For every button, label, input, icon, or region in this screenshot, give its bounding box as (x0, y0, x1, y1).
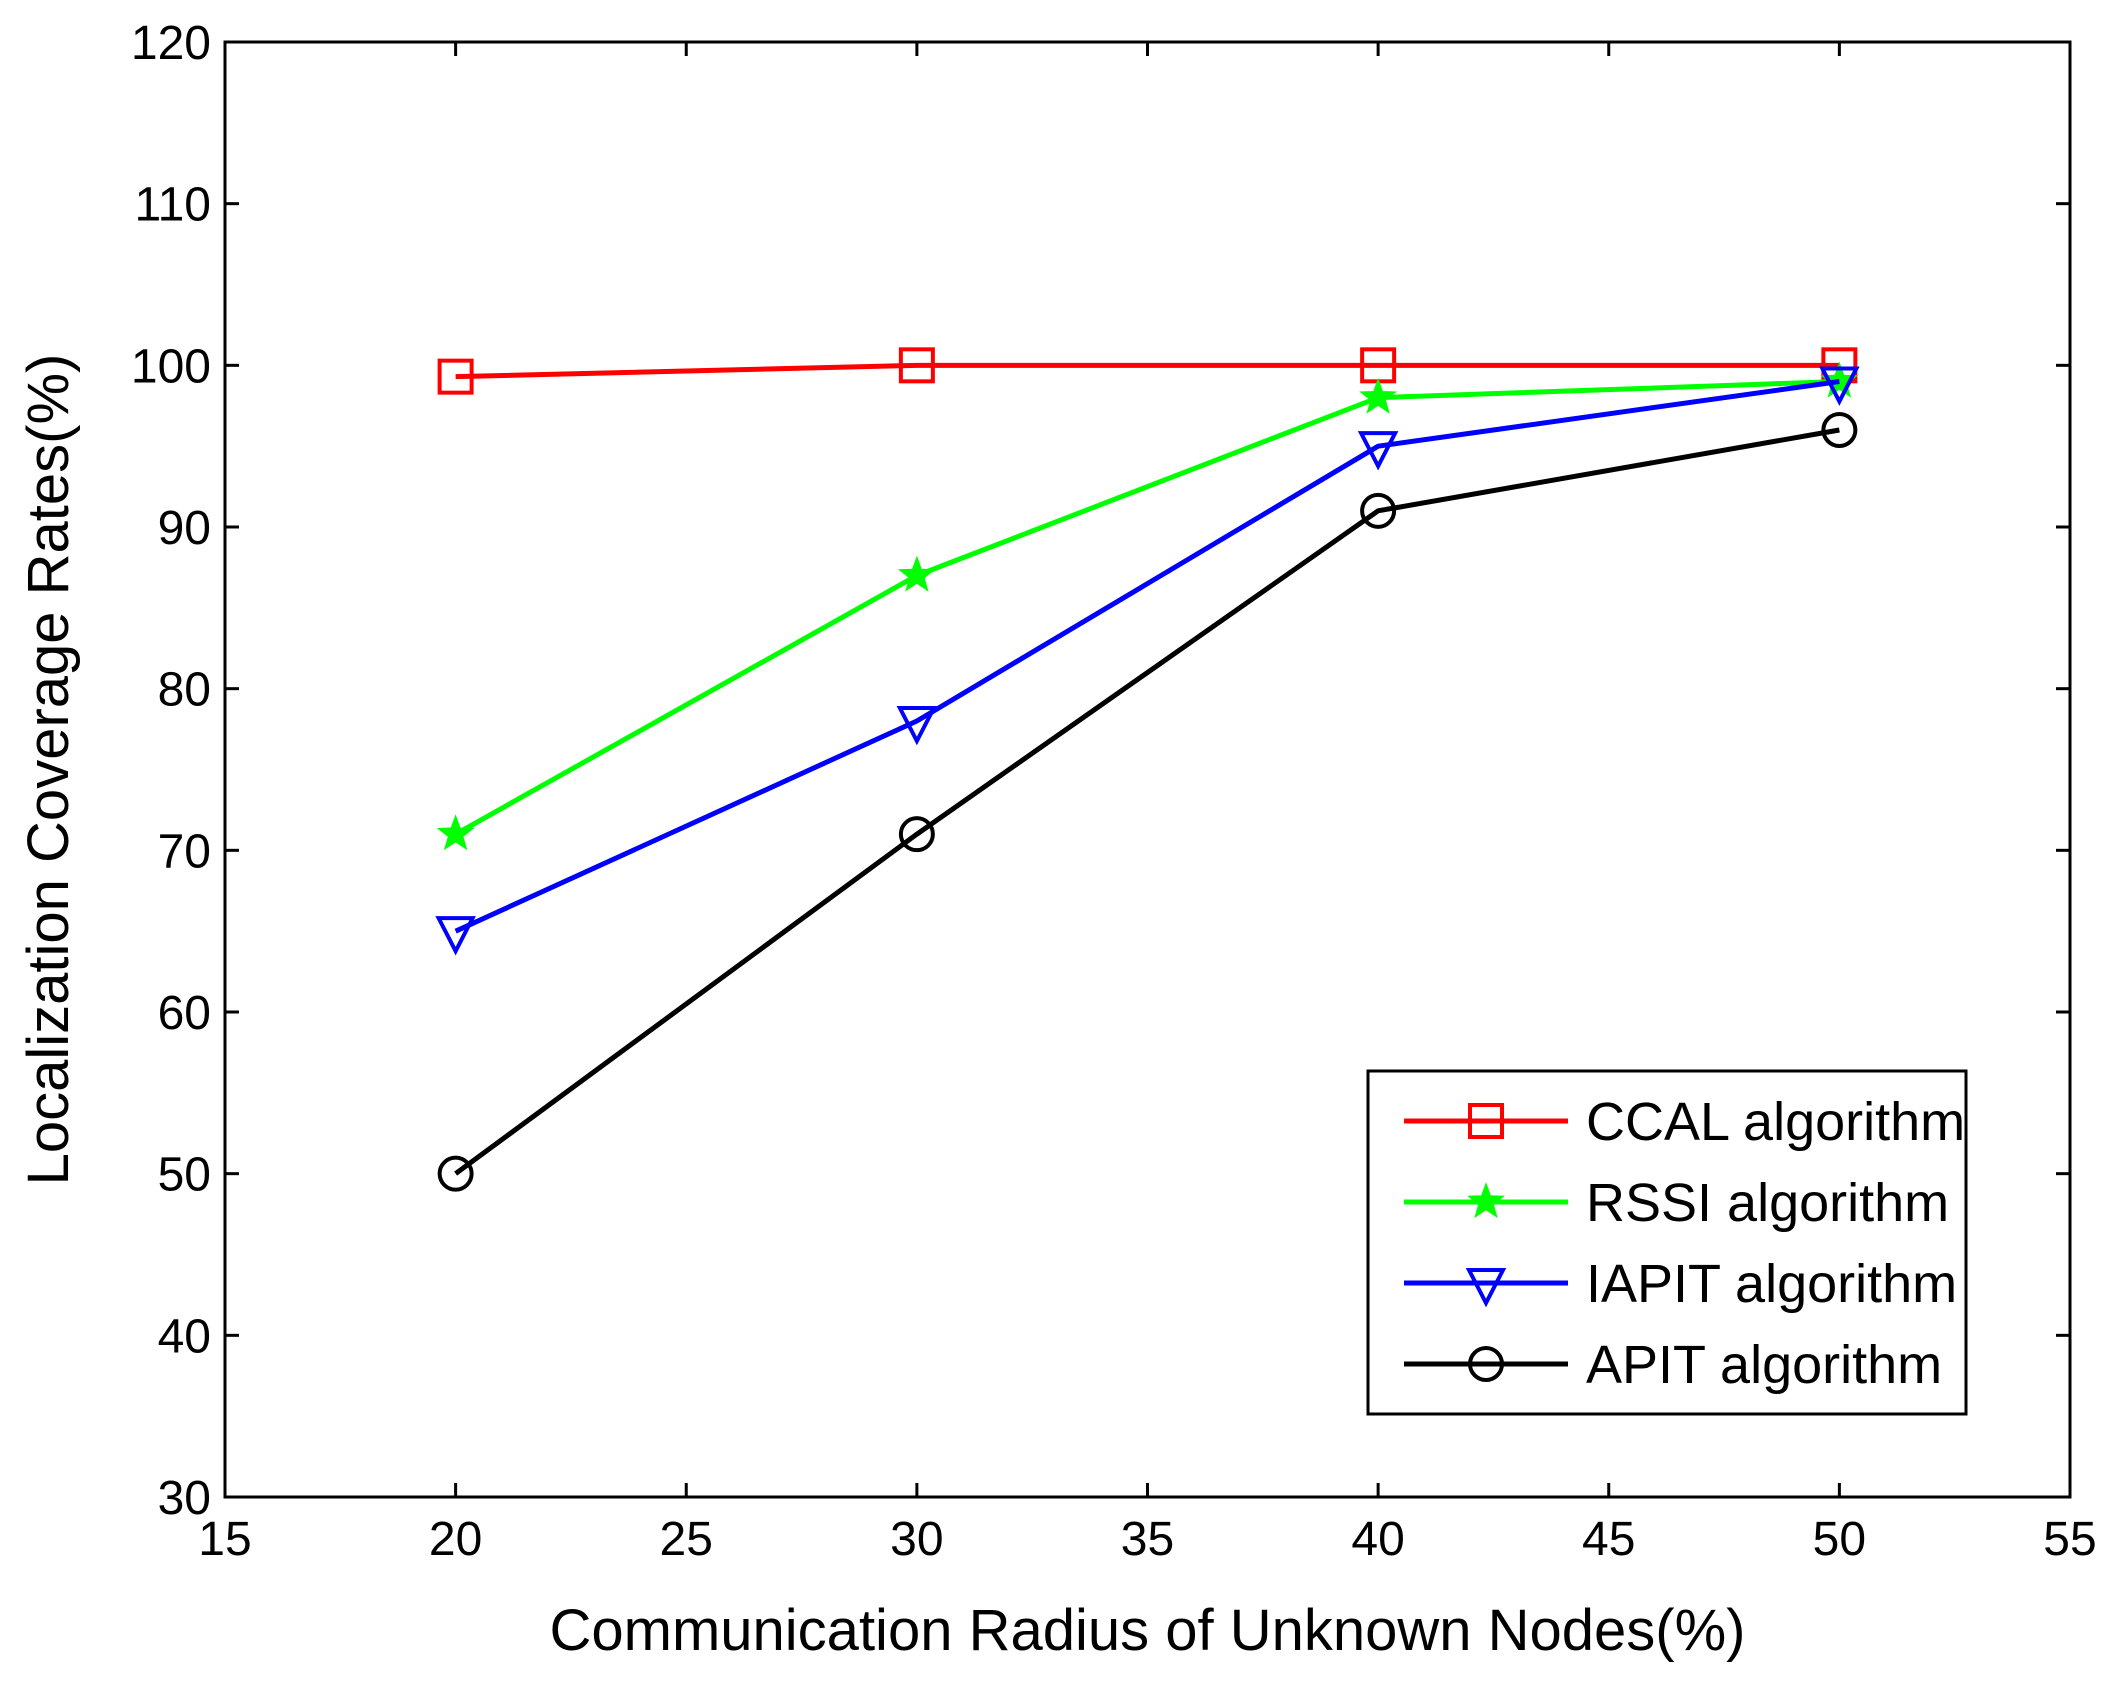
series-line-rssi (454, 379, 1840, 837)
y-axis-ticks: 30 40 50 60 70 80 90 100 110 120 (131, 17, 2070, 1525)
x-axis-title: Communication Radius of Unknown Nodes(%) (550, 1598, 1746, 1663)
data-point-iapit (1357, 431, 1399, 471)
data-point-iapit (1819, 366, 1860, 406)
y-tick-label: 100 (131, 340, 211, 393)
legend: CCAL algorithm RSSI algorithm IAPIT algori… (1366, 1069, 1968, 1416)
data-point-rssi (436, 814, 475, 851)
data-point-ccal (437, 358, 474, 395)
x-axis-ticks: 15 20 25 30 35 40 45 50 55 (198, 42, 2097, 1566)
data-point-iapit (435, 916, 476, 956)
legend-marker (1468, 1103, 1504, 1139)
data-point-iapit (896, 706, 938, 746)
legend-label: CCAL algorithm (1586, 1092, 1965, 1152)
data-point-apit (437, 1155, 474, 1192)
data-point-apit (898, 816, 935, 853)
legend-marker (1468, 1346, 1504, 1382)
y-tick-label: 60 (158, 987, 211, 1040)
legend-box (1366, 1069, 1968, 1416)
legend-label: APIT algorithm (1586, 1335, 1942, 1395)
series-line-ccal (455, 362, 1840, 380)
y-tick-label: 120 (131, 17, 211, 70)
legend-marker (1467, 1182, 1505, 1219)
y-tick-label: 80 (158, 664, 211, 717)
x-tick-label: 30 (890, 1513, 943, 1566)
y-tick-label: 40 (158, 1310, 211, 1363)
legend-label: RSSI algorithm (1586, 1173, 1949, 1233)
x-tick-label: 45 (1582, 1513, 1635, 1566)
data-point-apit (1821, 412, 1858, 448)
series-layer (435, 347, 1860, 1192)
series-line-apit (454, 427, 1840, 1176)
legend-item-ccal: CCAL algorithm (1404, 1092, 1965, 1152)
data-point-ccal (898, 347, 935, 384)
y-tick-label: 70 (158, 825, 211, 878)
x-tick-label: 20 (429, 1513, 482, 1566)
x-tick-label: 55 (2043, 1513, 2096, 1566)
x-tick-label: 15 (198, 1513, 251, 1566)
data-point-apit (1360, 492, 1397, 529)
legend-marker (1465, 1268, 1507, 1308)
y-tick-label: 50 (158, 1149, 211, 1202)
legend-item-apit: APIT algorithm (1404, 1335, 1942, 1395)
y-tick-label: 30 (158, 1472, 211, 1525)
x-tick-label: 50 (1813, 1513, 1866, 1566)
x-tick-label: 25 (660, 1513, 713, 1566)
legend-item-iapit: IAPIT algorithm (1404, 1254, 1957, 1314)
y-tick-label: 110 (134, 179, 211, 232)
y-axis-title: Localization Coverage Rates(%) (16, 354, 81, 1186)
y-tick-label: 90 (158, 502, 211, 555)
series-apit (437, 412, 1858, 1192)
data-point-rssi (1359, 377, 1398, 414)
x-tick-label: 40 (1351, 1513, 1404, 1566)
data-point-rssi (897, 555, 936, 592)
series-iapit (435, 366, 1860, 956)
x-tick-label: 35 (1121, 1513, 1174, 1566)
legend-label: IAPIT algorithm (1586, 1254, 1957, 1314)
legend-item-rssi: RSSI algorithm (1404, 1173, 1949, 1233)
series-line-iapit (454, 379, 1840, 934)
